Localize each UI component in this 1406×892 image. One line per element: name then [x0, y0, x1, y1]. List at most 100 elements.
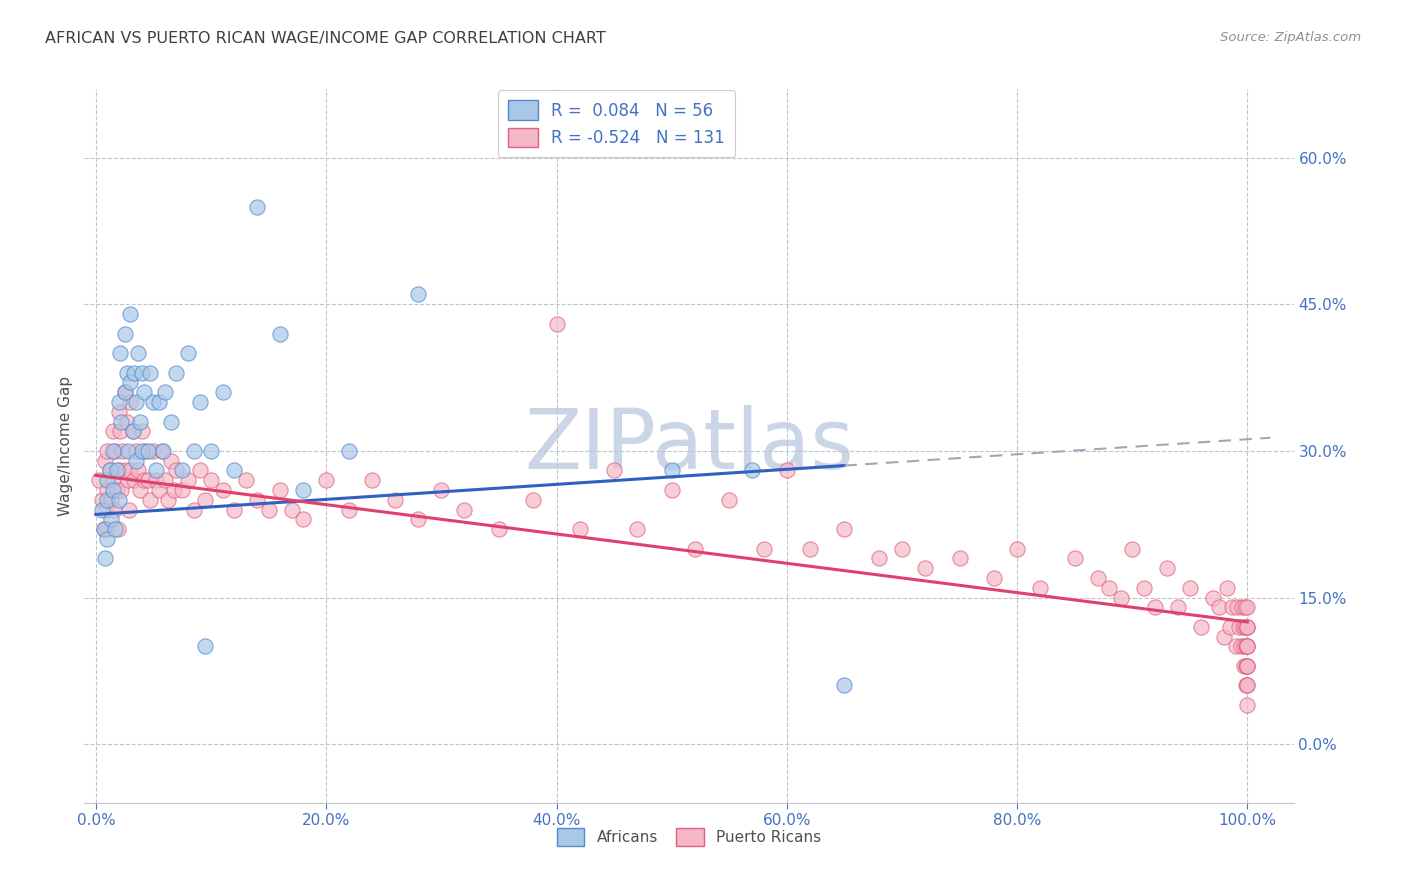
Point — [96, 532, 118, 546]
Point — [1225, 640, 1247, 654]
Point — [172, 483, 194, 497]
Point — [120, 395, 142, 409]
Point — [257, 502, 280, 516]
Point — [94, 551, 117, 566]
Point — [246, 200, 269, 214]
Point — [108, 395, 131, 409]
Point — [1234, 620, 1257, 634]
Point — [177, 473, 200, 487]
Point — [361, 473, 384, 487]
Point — [834, 522, 856, 536]
Point — [90, 502, 112, 516]
Point — [96, 443, 118, 458]
Y-axis label: Wage/Income Gap: Wage/Income Gap — [58, 376, 73, 516]
Point — [1236, 698, 1258, 712]
Point — [752, 541, 775, 556]
Point — [145, 473, 167, 487]
Point — [1189, 620, 1212, 634]
Point — [1236, 659, 1258, 673]
Point — [1202, 591, 1225, 605]
Point — [1213, 630, 1236, 644]
Point — [125, 395, 148, 409]
Point — [110, 415, 132, 429]
Point — [1236, 659, 1258, 673]
Point — [127, 346, 149, 360]
Point — [200, 473, 222, 487]
Point — [1234, 640, 1257, 654]
Point — [834, 678, 856, 692]
Point — [100, 512, 122, 526]
Point — [150, 443, 173, 458]
Point — [96, 483, 118, 497]
Point — [315, 473, 337, 487]
Point — [108, 405, 131, 419]
Point — [488, 522, 510, 536]
Point — [120, 376, 142, 390]
Point — [89, 473, 111, 487]
Point — [101, 473, 124, 487]
Point — [139, 492, 162, 507]
Point — [134, 385, 156, 400]
Point — [868, 551, 890, 566]
Point — [292, 512, 315, 526]
Point — [1236, 678, 1258, 692]
Point — [117, 473, 139, 487]
Point — [183, 502, 205, 516]
Point — [948, 551, 970, 566]
Point — [1167, 600, 1189, 615]
Point — [122, 473, 145, 487]
Point — [131, 443, 153, 458]
Point — [183, 443, 205, 458]
Point — [105, 483, 128, 497]
Point — [104, 522, 127, 536]
Point — [1005, 541, 1028, 556]
Point — [1236, 640, 1258, 654]
Point — [114, 385, 136, 400]
Point — [157, 492, 180, 507]
Point — [108, 346, 131, 360]
Point — [337, 502, 360, 516]
Point — [222, 463, 245, 477]
Point — [100, 492, 122, 507]
Point — [799, 541, 821, 556]
Point — [114, 326, 136, 341]
Legend: Africans, Puerto Ricans: Africans, Puerto Ricans — [551, 822, 827, 852]
Point — [269, 483, 291, 497]
Point — [153, 385, 176, 400]
Point — [122, 366, 145, 380]
Point — [136, 473, 159, 487]
Point — [101, 443, 124, 458]
Point — [683, 541, 706, 556]
Point — [891, 541, 914, 556]
Point — [104, 443, 127, 458]
Point — [1178, 581, 1201, 595]
Point — [134, 443, 156, 458]
Point — [117, 443, 139, 458]
Point — [568, 522, 591, 536]
Point — [1144, 600, 1167, 615]
Point — [131, 425, 153, 439]
Point — [94, 453, 117, 467]
Point — [115, 366, 138, 380]
Text: Source: ZipAtlas.com: Source: ZipAtlas.com — [1220, 31, 1361, 45]
Point — [114, 463, 136, 477]
Point — [430, 483, 453, 497]
Point — [1121, 541, 1143, 556]
Point — [1087, 571, 1109, 585]
Point — [1229, 640, 1251, 654]
Point — [1236, 659, 1258, 673]
Point — [1156, 561, 1178, 575]
Point — [114, 385, 136, 400]
Point — [626, 522, 648, 536]
Point — [108, 492, 131, 507]
Point — [96, 522, 118, 536]
Point — [120, 307, 142, 321]
Point — [1236, 640, 1258, 654]
Point — [136, 443, 159, 458]
Point — [98, 463, 121, 477]
Point — [120, 463, 142, 477]
Point — [914, 561, 936, 575]
Point — [90, 492, 112, 507]
Point — [1222, 600, 1244, 615]
Point — [110, 483, 132, 497]
